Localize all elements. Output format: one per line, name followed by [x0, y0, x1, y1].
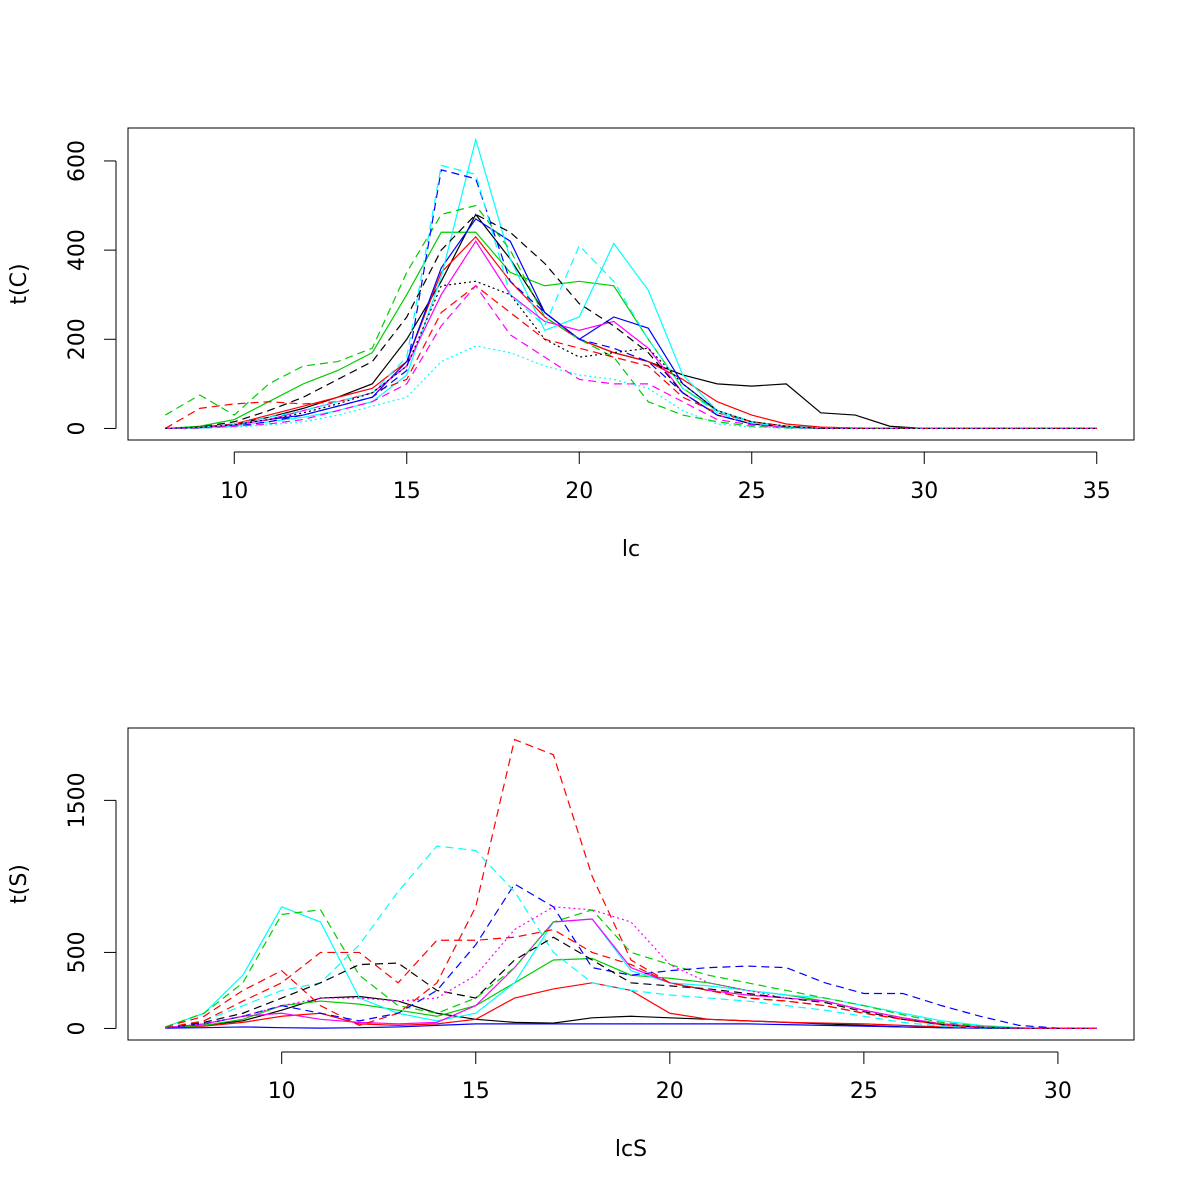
- x-tick-label: 15: [393, 479, 421, 504]
- x-tick-label: 25: [738, 479, 766, 504]
- x-axis-label: lc: [622, 537, 640, 562]
- series-line: [165, 280, 1097, 430]
- x-tick-label: 30: [910, 479, 938, 504]
- x-tick-label: 10: [220, 479, 248, 504]
- series-line: [165, 231, 1097, 430]
- y-tick-label: 1500: [65, 772, 90, 828]
- x-tick-label: 10: [268, 1079, 296, 1104]
- series-line: [165, 845, 1097, 1030]
- series-line: [165, 284, 1097, 430]
- y-tick-label: 200: [65, 318, 90, 360]
- series-line: [165, 909, 1097, 1030]
- series-line: [165, 1023, 1097, 1030]
- x-tick-label: 20: [656, 1079, 684, 1104]
- series-line: [164, 204, 1097, 430]
- y-tick-label: 0: [65, 1021, 90, 1035]
- y-tick-label: 500: [65, 931, 90, 973]
- series-line: [165, 906, 1097, 1030]
- series-line: [165, 928, 1097, 1030]
- plot-box: [127, 727, 1135, 1041]
- series-line: [165, 137, 1097, 430]
- x-tick-label: 15: [462, 1079, 490, 1104]
- series-line: [165, 164, 1097, 430]
- x-tick-label: 35: [1083, 479, 1111, 504]
- y-axis-label: t(C): [7, 263, 32, 304]
- x-tick-label: 30: [1044, 1079, 1072, 1104]
- series-line: [165, 240, 1097, 430]
- x-axis-label: lcS: [615, 1137, 647, 1162]
- series-line: [165, 738, 1097, 1030]
- series-line: [165, 213, 1097, 430]
- series-line: [165, 235, 1097, 430]
- series-line: [164, 285, 1097, 430]
- series-line: [165, 169, 1097, 430]
- series-line: [165, 883, 1097, 1030]
- series-line: [165, 906, 1097, 1030]
- series-line: [165, 957, 1097, 1030]
- y-tick-label: 600: [65, 140, 90, 182]
- y-tick-label: 400: [65, 229, 90, 271]
- series-line: [165, 345, 1097, 430]
- y-tick-label: 0: [65, 421, 90, 435]
- plot-box: [127, 127, 1135, 441]
- x-tick-label: 25: [850, 1079, 878, 1104]
- series-line: [165, 982, 1097, 1030]
- series-line: [165, 936, 1097, 1030]
- y-axis-label: t(S): [7, 864, 32, 904]
- series-line: [165, 918, 1097, 1030]
- x-tick-label: 20: [565, 479, 593, 504]
